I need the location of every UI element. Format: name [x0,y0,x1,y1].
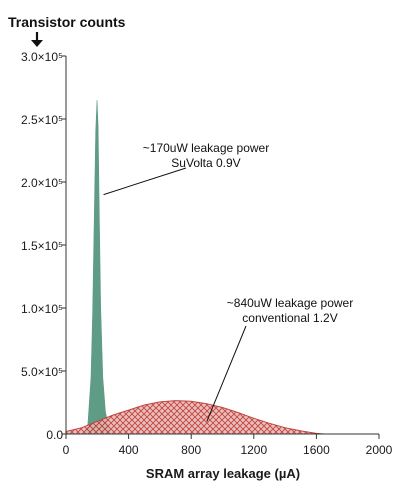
x-tick-label: 2000 [366,443,393,457]
down-arrow-icon [31,32,43,47]
annotation-leader-line-1 [103,167,187,196]
axes-layer: 0 400 800 1200 1600 2000 0.0 5.0×10⁵ 1.0×10⁵ 1.5×… [21,50,393,457]
y-tick-label: 1.0×10⁵ [21,302,63,316]
series-area-1 [84,100,112,435]
annotation-label-2: conventional 1.2V [242,311,337,325]
x-tick-label: 400 [119,443,139,457]
x-tick-label: 0 [63,443,70,457]
annotation-label-1: SuVolta 0.9V [171,156,240,170]
y-tick-label: 2.5×10⁵ [21,113,63,127]
y-tick-label: 0.0 [46,428,63,442]
x-tick-label: 1600 [303,443,330,457]
annotation-label-2: ~840uW leakage power [227,296,353,310]
y-tick-label: 5.0×10⁵ [21,365,63,379]
y-tick-label: 2.0×10⁵ [21,176,63,190]
y-tick-label: 3.0×10⁵ [21,50,63,64]
x-tick-label: 800 [181,443,201,457]
y-tick-label: 1.5×10⁵ [21,239,63,253]
annotation-label-1: ~170uW leakage power [143,141,269,155]
series-layer [65,100,325,435]
x-tick-label: 1200 [240,443,267,457]
annotation-leader-line-2 [206,325,247,422]
x-axis-label: SRAM array leakage (µA) [146,466,300,481]
series-area-2 [65,400,325,435]
chart-title: Transistor counts [8,14,126,30]
